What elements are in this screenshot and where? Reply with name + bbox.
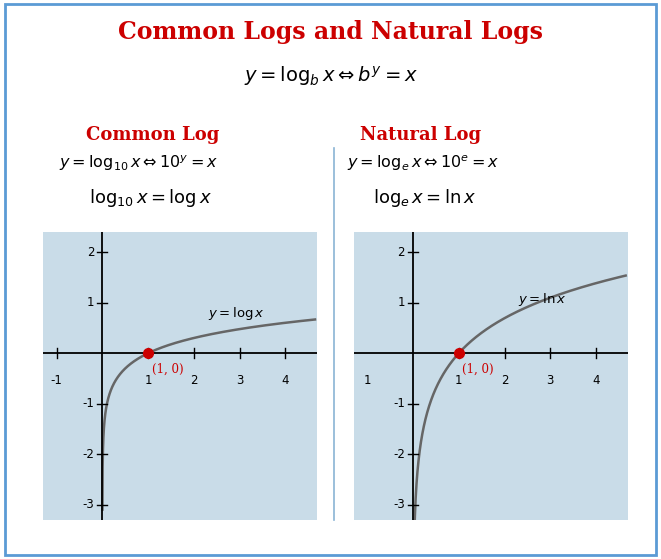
Text: 2: 2	[397, 246, 405, 259]
Text: Common Logs and Natural Logs: Common Logs and Natural Logs	[118, 20, 543, 44]
Text: -1: -1	[51, 375, 63, 387]
Text: -2: -2	[83, 448, 94, 461]
Text: Common Log: Common Log	[86, 126, 219, 144]
Text: -2: -2	[393, 448, 405, 461]
Text: 3: 3	[547, 375, 554, 387]
Text: (1, 0): (1, 0)	[152, 362, 183, 376]
Text: 1: 1	[364, 375, 371, 387]
Text: Natural Log: Natural Log	[360, 126, 481, 144]
Text: -3: -3	[393, 498, 405, 511]
Text: -1: -1	[393, 397, 405, 410]
Text: 4: 4	[282, 375, 289, 387]
Text: -1: -1	[83, 397, 94, 410]
Text: $y = \log x$: $y = \log x$	[208, 305, 264, 322]
Text: 1: 1	[144, 375, 152, 387]
Text: 1: 1	[455, 375, 463, 387]
Text: 1: 1	[87, 296, 94, 309]
Text: $y = \log_{10} x \Leftrightarrow 10^y = x$: $y = \log_{10} x \Leftrightarrow 10^y = …	[59, 154, 219, 173]
Text: 2: 2	[190, 375, 198, 387]
Text: 2: 2	[87, 246, 94, 259]
Text: 3: 3	[236, 375, 243, 387]
Text: -3: -3	[83, 498, 94, 511]
Text: $y = \log_b x \Leftrightarrow b^y = x$: $y = \log_b x \Leftrightarrow b^y = x$	[244, 64, 417, 88]
Text: $y = \log_e x \Leftrightarrow 10^e = x$: $y = \log_e x \Leftrightarrow 10^e = x$	[347, 154, 499, 173]
Text: 4: 4	[592, 375, 600, 387]
Text: 1: 1	[397, 296, 405, 309]
Text: $\log_{10} x = \log x$: $\log_{10} x = \log x$	[89, 187, 212, 209]
Text: $\log_e x = \ln x$: $\log_e x = \ln x$	[373, 187, 477, 209]
Text: $y = \ln x$: $y = \ln x$	[518, 291, 567, 307]
Text: (1, 0): (1, 0)	[463, 362, 494, 376]
Text: 2: 2	[501, 375, 508, 387]
